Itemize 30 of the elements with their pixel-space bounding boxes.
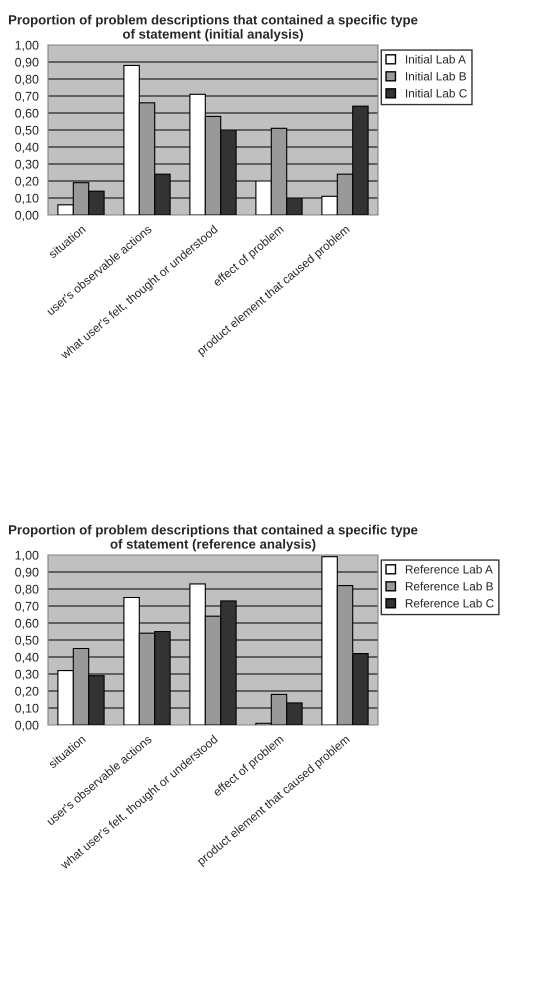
legend-label: Reference Lab B bbox=[406, 582, 493, 591]
legend-label: Reference Lab A bbox=[406, 564, 493, 574]
y-tick-label: 0,40 bbox=[15, 142, 38, 154]
chart-title: Proportion of problem descriptions that contained a specific type of statement (reference analysis) bbox=[8, 524, 418, 552]
y-tick-label: 0,30 bbox=[15, 160, 38, 170]
y-tick-label: 0,80 bbox=[15, 74, 38, 86]
legend-label: Initial Lab B bbox=[406, 72, 466, 81]
y-tick-label: 0,10 bbox=[15, 194, 38, 204]
y-tick-label: 0,00 bbox=[15, 720, 38, 732]
chart-title: Proportion of problem descriptions that contained a specific type of statement (initial analysis) bbox=[8, 14, 418, 42]
legend-label: Reference Lab C bbox=[406, 598, 494, 608]
y-tick-label: 1,00 bbox=[16, 550, 38, 562]
y-tick-label: 0,40 bbox=[15, 652, 38, 664]
y-tick-label: 0,50 bbox=[15, 126, 38, 136]
y-tick-label: 0,20 bbox=[15, 176, 38, 188]
legend-label: Initial Lab C bbox=[406, 88, 467, 98]
y-tick-label: 0,00 bbox=[15, 210, 38, 222]
y-tick-label: 0,70 bbox=[15, 602, 38, 612]
y-tick-label: 0,60 bbox=[15, 618, 38, 630]
y-tick-label: 0,20 bbox=[15, 686, 38, 698]
y-tick-label: 0,10 bbox=[15, 704, 38, 714]
y-tick-label: 0,90 bbox=[15, 568, 38, 578]
y-tick-label: 0,90 bbox=[15, 58, 38, 68]
y-tick-label: 0,80 bbox=[15, 584, 38, 596]
legend-label: Initial Lab A bbox=[406, 54, 466, 64]
y-tick-label: 0,50 bbox=[15, 636, 38, 646]
y-tick-label: 1,00 bbox=[16, 40, 38, 52]
y-tick-label: 0,60 bbox=[15, 108, 38, 120]
y-tick-label: 0,30 bbox=[15, 670, 38, 680]
y-tick-label: 0,70 bbox=[15, 92, 38, 102]
